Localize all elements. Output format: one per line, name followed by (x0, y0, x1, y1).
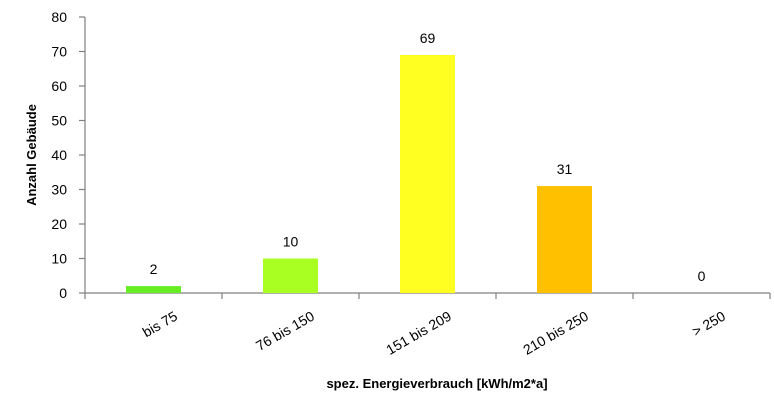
bars (126, 54, 592, 294)
y-axis-title: Anzahl Gebäude (24, 104, 39, 206)
data-label: 69 (420, 30, 436, 46)
x-axis-title: spez. Energieverbrauch [kWh/m2*a] (326, 376, 547, 391)
y-tick-label: 50 (51, 113, 67, 129)
x-axis: bis 75 76 bis 150 151 bis 209 210 bis 250 > … (84, 292, 771, 358)
bar (263, 258, 318, 293)
data-labels: 2 10 69 31 0 (150, 30, 706, 284)
y-tick-label: 10 (51, 251, 67, 267)
x-tick-label: > 250 (689, 308, 728, 340)
x-tick-label: 76 bis 150 (253, 308, 317, 354)
bar (400, 54, 455, 294)
x-tick-label: 210 bis 250 (520, 308, 591, 358)
x-tick-label: bis 75 (140, 308, 181, 341)
y-ticks: 0 10 20 30 40 50 60 70 80 (51, 9, 85, 301)
y-tick-label: 40 (51, 147, 67, 163)
data-label: 10 (283, 234, 299, 250)
y-tick-label: 20 (51, 216, 67, 232)
y-tick-label: 60 (51, 78, 67, 94)
data-label: 31 (557, 161, 573, 177)
x-ticks: bis 75 76 bis 150 151 bis 209 210 bis 250 > … (84, 293, 771, 358)
y-tick-label: 30 (51, 182, 67, 198)
x-tick-label: 151 bis 209 (383, 308, 454, 358)
data-label: 0 (698, 268, 706, 284)
data-label: 2 (150, 261, 158, 277)
y-tick-label: 70 (51, 44, 67, 60)
bar (537, 186, 592, 293)
y-tick-label: 80 (51, 9, 67, 25)
y-tick-label: 0 (59, 285, 67, 301)
bar (126, 286, 181, 293)
y-axis: 0 10 20 30 40 50 60 70 80 (51, 9, 86, 301)
